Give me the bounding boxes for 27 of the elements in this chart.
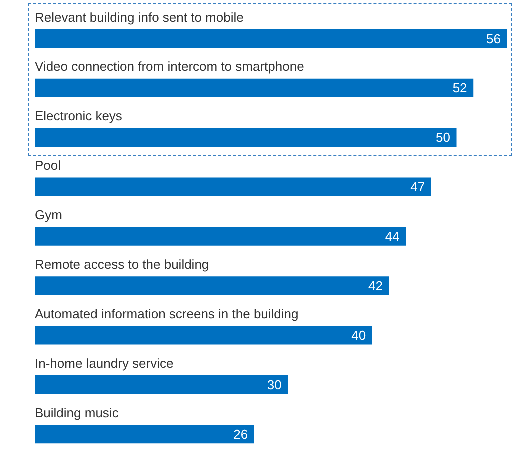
y-tick-label: Video connection from intercom to smartphone	[35, 59, 304, 74]
data-label: 44	[385, 229, 400, 244]
bar	[35, 326, 372, 345]
data-label: 30	[267, 377, 282, 392]
data-label: 56	[486, 31, 501, 46]
data-label: 26	[234, 426, 248, 442]
data-label: 47	[410, 180, 426, 195]
bar	[35, 128, 457, 147]
y-tick-label: Gym	[35, 208, 62, 223]
y-tick-label: Electronic keys	[35, 108, 123, 124]
data-label: 50	[436, 130, 450, 146]
y-tick-label: Relevant building info sent to mobile	[35, 10, 244, 25]
bar	[35, 29, 507, 48]
y-tick-label: In-home laundry service	[35, 356, 174, 371]
y-tick-label: Building music	[35, 405, 120, 420]
bar	[35, 424, 254, 444]
bar	[35, 178, 432, 196]
bar	[35, 227, 406, 246]
y-tick-label: Remote access to the building	[35, 257, 210, 272]
bar	[35, 376, 288, 394]
y-tick-label: Pool	[35, 158, 62, 174]
bar	[35, 276, 390, 296]
bar	[35, 78, 474, 98]
data-label: 42	[368, 278, 383, 294]
y-tick-label: Automated information screens in the building	[35, 306, 299, 322]
data-label: 40	[352, 328, 366, 343]
data-label: 52	[452, 80, 468, 96]
